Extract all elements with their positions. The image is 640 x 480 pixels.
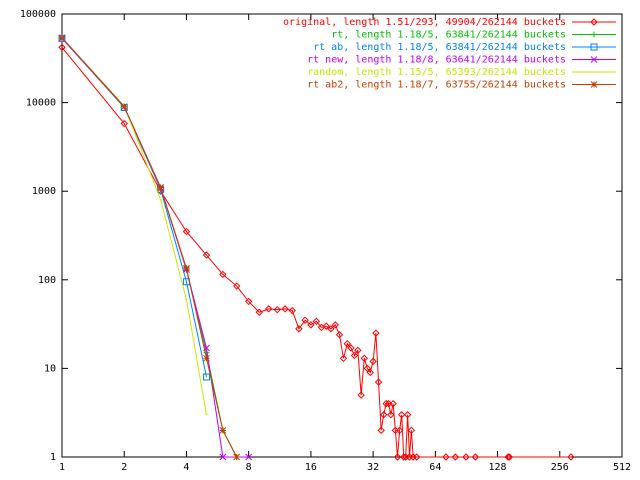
point <box>363 364 372 373</box>
point <box>233 453 241 461</box>
x-tick-label: 8 <box>246 462 252 473</box>
point <box>354 346 362 355</box>
point <box>442 453 450 461</box>
point <box>387 411 395 419</box>
x-tick-label: 512 <box>613 462 631 473</box>
point <box>183 264 190 272</box>
point <box>347 344 355 352</box>
point <box>288 306 296 315</box>
point <box>389 399 397 408</box>
point <box>339 354 348 363</box>
point <box>202 373 210 381</box>
point <box>400 453 408 461</box>
series-line <box>61 37 207 415</box>
point <box>350 351 359 360</box>
legend-label: original, length 1.51/293, 49904/262144 … <box>283 17 566 28</box>
point <box>301 316 309 324</box>
point <box>407 426 416 435</box>
point <box>295 325 303 333</box>
point <box>264 305 273 313</box>
point <box>232 282 241 290</box>
series-line <box>61 38 249 458</box>
point <box>312 317 321 326</box>
point <box>182 227 191 236</box>
y-tick-label: 100000 <box>20 9 56 20</box>
point <box>343 339 351 348</box>
point <box>366 368 374 377</box>
series-line <box>61 38 238 458</box>
point <box>202 251 211 259</box>
point <box>281 305 289 313</box>
legend-marker <box>591 31 597 38</box>
point <box>203 354 210 362</box>
point <box>377 426 385 435</box>
point <box>120 119 128 128</box>
y-tick-label: 1 <box>50 452 56 463</box>
legend-label: rt new, length 1.18/8, 63641/262144 buck… <box>307 55 566 66</box>
y-tick-label: 10000 <box>26 98 56 109</box>
x-tick-label: 256 <box>551 462 569 473</box>
point <box>374 378 383 386</box>
point <box>244 297 253 306</box>
point <box>395 426 404 435</box>
x-tick-label: 16 <box>305 462 317 473</box>
plot-frame <box>61 13 623 458</box>
point <box>245 453 253 461</box>
legend-marker <box>590 56 598 63</box>
point <box>382 399 390 408</box>
x-tick-label: 32 <box>367 462 379 473</box>
legend-marker <box>590 43 598 51</box>
series-line <box>61 38 207 378</box>
legend-label: random, length 1.15/5, 65393/262144 buck… <box>307 67 566 78</box>
point <box>58 43 66 52</box>
point <box>255 308 263 316</box>
legend-label: rt, length 1.18/5, 63841/262144 buckets <box>331 30 566 41</box>
point <box>397 411 406 419</box>
legend-marker <box>590 18 598 26</box>
series-line <box>61 37 238 458</box>
legend-label: rt ab, length 1.18/5, 63841/262144 bucke… <box>313 42 566 53</box>
point <box>219 453 227 461</box>
x-tick-label: 64 <box>429 462 441 473</box>
point <box>219 270 227 279</box>
series-line <box>61 47 571 458</box>
point <box>331 321 340 329</box>
point <box>403 411 412 419</box>
legend-label: rt ab2, length 1.18/7, 63755/262144 buck… <box>307 80 566 91</box>
point <box>369 357 377 366</box>
point <box>157 184 164 191</box>
point <box>322 322 331 330</box>
point <box>360 354 368 363</box>
x-tick-label: 2 <box>121 462 127 473</box>
point <box>379 411 388 419</box>
point <box>182 278 190 286</box>
point <box>471 453 480 461</box>
point <box>219 426 227 434</box>
x-tick-label: 128 <box>489 462 507 473</box>
point <box>307 321 315 329</box>
point <box>58 34 66 42</box>
point <box>327 325 335 333</box>
y-tick-label: 100 <box>38 275 56 286</box>
x-tick-label: 4 <box>183 462 189 473</box>
point <box>567 453 575 461</box>
point <box>393 453 402 461</box>
y-tick-label: 10 <box>44 363 56 374</box>
point <box>273 305 281 314</box>
point <box>504 453 512 461</box>
point <box>120 103 128 111</box>
point <box>412 453 421 461</box>
point <box>451 453 460 461</box>
point <box>462 453 470 461</box>
x-tick-label: 1 <box>59 462 65 473</box>
point <box>372 329 380 337</box>
point <box>505 453 514 461</box>
point <box>335 331 344 339</box>
y-tick-label: 1000 <box>32 186 56 197</box>
point <box>357 391 365 399</box>
legend-marker <box>590 81 598 88</box>
point <box>120 104 128 112</box>
